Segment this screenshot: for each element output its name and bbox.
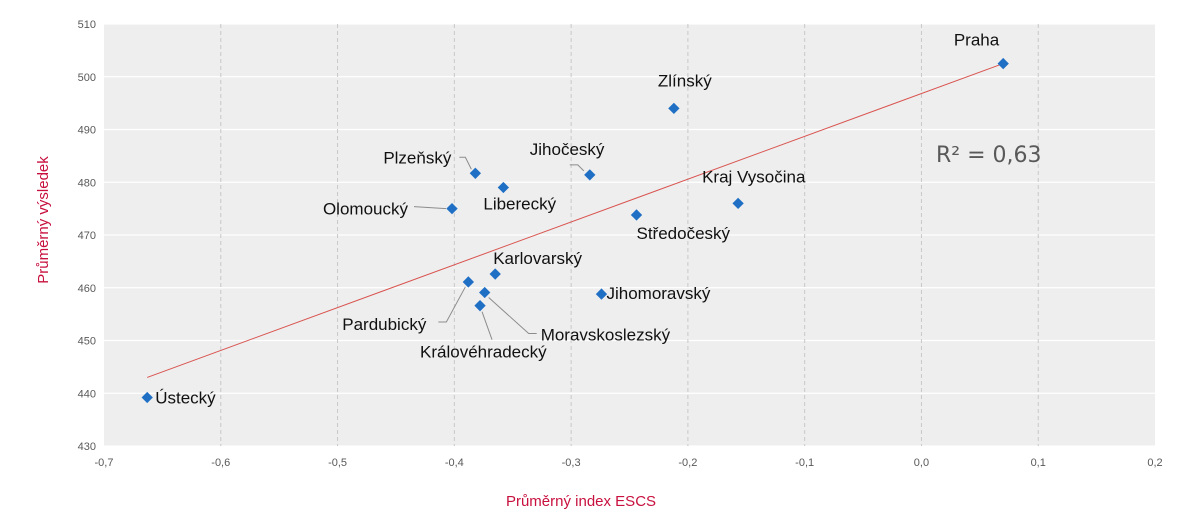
x-tick-label: -0,1 <box>795 457 814 469</box>
x-tick-label: -0,7 <box>95 457 114 469</box>
y-tick-label: 440 <box>78 388 96 400</box>
r-squared-annotation: R² = 0,63 <box>936 143 1042 168</box>
data-point <box>497 181 510 194</box>
y-tick-label: 470 <box>78 230 96 242</box>
trendline <box>147 63 1004 378</box>
data-point <box>474 300 486 312</box>
x-tick-label: 0,0 <box>914 457 929 469</box>
data-point <box>141 391 153 404</box>
point-labels: Praha Zlínský Plzeňský Jihočeský Liberecký Ol… <box>155 31 1000 408</box>
label-leader-lines <box>413 156 585 340</box>
x-axis-title: Průměrný index ESCS <box>506 493 656 510</box>
point-label: Kraj Vysočina <box>702 167 806 186</box>
gridlines <box>104 23 1155 447</box>
point-label: Plzeňský <box>383 148 452 167</box>
x-tick-label: -0,4 <box>445 457 464 469</box>
point-label: Olomoucký <box>323 200 409 219</box>
point-label: Praha <box>954 31 1000 50</box>
leader-line <box>459 156 472 170</box>
data-point <box>584 169 596 181</box>
y-axis-title: Průměrný výsledek <box>35 156 52 284</box>
point-label: Moravskoslezský <box>541 325 671 344</box>
y-tick-label: 500 <box>78 72 96 84</box>
point-label: Jihomoravský <box>606 284 710 303</box>
tick-labels: 430 440 450 460 470 480 490 500 510 -0,7 -0,6 -0,5 -… <box>78 19 1163 469</box>
y-tick-label: 460 <box>78 283 96 295</box>
leader-line <box>481 311 493 340</box>
x-tick-label: -0,2 <box>678 457 697 469</box>
data-point <box>630 209 643 221</box>
x-tick-label: -0,3 <box>562 457 581 469</box>
point-label: Ústecký <box>155 388 216 407</box>
y-tick-label: 490 <box>78 125 96 137</box>
leader-line <box>438 286 466 323</box>
x-tick-label: -0,6 <box>211 457 230 469</box>
data-point <box>469 167 482 179</box>
point-label: Královéhradecký <box>420 343 547 362</box>
y-tick-label: 430 <box>78 441 96 453</box>
data-point <box>489 268 501 280</box>
y-tick-label: 510 <box>78 19 96 31</box>
point-label: Pardubický <box>342 315 427 334</box>
x-tick-label: -0,5 <box>328 457 347 469</box>
leader-line <box>413 206 447 210</box>
x-tick-label: 0,1 <box>1031 457 1046 469</box>
data-point <box>462 276 475 288</box>
leader-line <box>569 164 585 172</box>
x-tick-label: 0,2 <box>1147 457 1162 469</box>
data-point <box>479 286 491 299</box>
data-point <box>732 197 744 210</box>
point-label: Karlovarský <box>493 249 582 268</box>
point-label: Středočeský <box>637 224 731 243</box>
y-tick-label: 480 <box>78 177 96 189</box>
point-label: Zlínský <box>658 71 712 90</box>
y-tick-label: 450 <box>78 336 96 348</box>
point-label: Liberecký <box>483 195 556 214</box>
data-point <box>595 288 608 300</box>
data-point <box>446 202 458 215</box>
point-label: Jihočeský <box>530 140 605 159</box>
leader-line <box>488 297 537 334</box>
